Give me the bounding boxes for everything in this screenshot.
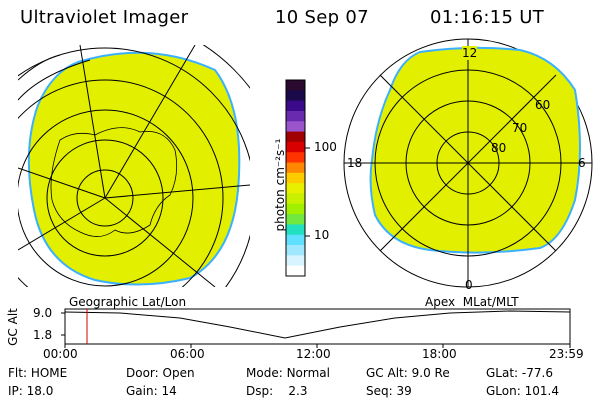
status-gain: Gain: 14 xyxy=(126,384,177,398)
altitude-xtick-0000: 00:00 xyxy=(43,347,78,361)
colorbar-segment xyxy=(286,183,305,195)
longitude-grid xyxy=(18,45,250,287)
colorbar-segment xyxy=(286,100,305,112)
colorbar-unit-label: photon cm⁻²s⁻¹ xyxy=(273,138,287,232)
status-dsp: Dsp: 2.3 xyxy=(246,384,308,398)
colorbar-segment xyxy=(286,245,305,256)
altitude-xtick-2359: 23:59 xyxy=(549,347,584,361)
colorbar-segment xyxy=(286,203,305,215)
altitude-xtick-1200: 12:00 xyxy=(296,347,331,361)
mlat-label-70: 70 xyxy=(512,121,528,135)
colorbar-segment xyxy=(286,80,305,91)
altitude-xtick-1800: 18:00 xyxy=(422,347,457,361)
latitude-grid xyxy=(18,45,250,287)
colorbar-segment xyxy=(286,162,305,174)
colorbar-segment xyxy=(286,131,305,143)
colorbar-segment xyxy=(286,214,305,226)
header-time: 01:16:15 UT xyxy=(430,7,545,28)
colorbar-segment xyxy=(286,255,305,267)
mlt-label-18: 18 xyxy=(347,156,363,170)
right-auroral-image xyxy=(369,46,581,254)
mlat-label-60: 60 xyxy=(535,98,551,112)
colorbar-segment xyxy=(286,193,305,205)
colorbar-segment xyxy=(286,224,305,236)
colorbar-tick-10: 10 xyxy=(314,228,330,242)
colorbar-tick-100: 100 xyxy=(314,140,337,154)
colorbar-segment xyxy=(286,90,305,102)
altitude-ylabel: GC Alt xyxy=(5,308,20,346)
instrument-title: Ultraviolet Imager xyxy=(20,7,189,28)
mlt-label-0: 0 xyxy=(465,278,473,292)
status-glat: GLat: -77.6 xyxy=(486,366,553,380)
right-panel-caption: Apex MLat/MLT xyxy=(425,295,519,309)
altitude-ytick-1-8: 1.8 xyxy=(33,328,53,342)
mlt-label-12: 12 xyxy=(462,46,478,60)
altitude-xtick-0600: 06:00 xyxy=(170,347,205,361)
status-flight: Flt: HOME xyxy=(8,366,68,380)
colorbar-segment xyxy=(286,172,305,184)
status-gc-alt: GC Alt: 9.0 Re xyxy=(366,366,450,380)
altitude-ytick-9: 9.0 xyxy=(33,306,53,320)
colorbar xyxy=(286,80,305,277)
left-auroral-image xyxy=(27,51,241,286)
left-panel-caption: Geographic Lat/Lon xyxy=(69,295,187,309)
altitude-curve xyxy=(64,310,571,339)
mlat-label-80: 80 xyxy=(491,141,507,155)
colorbar-segment xyxy=(286,141,305,153)
altitude-plot xyxy=(61,308,571,348)
header-date: 10 Sep 07 xyxy=(275,7,369,28)
status-ip: IP: 18.0 xyxy=(8,384,54,398)
coastline xyxy=(50,127,178,237)
magnetic-polar-plot xyxy=(343,38,593,288)
status-mode: Mode: Normal xyxy=(246,366,330,380)
colorbar-segment xyxy=(286,110,305,122)
colorbar-segment xyxy=(286,234,305,246)
colorbar-segment xyxy=(286,265,305,277)
colorbar-segment xyxy=(286,152,305,164)
colorbar-segment xyxy=(286,121,305,133)
mlt-label-6: 6 xyxy=(578,156,586,170)
status-seq: Seq: 39 xyxy=(366,384,412,398)
status-glon: GLon: 101.4 xyxy=(486,384,559,398)
geographic-map xyxy=(18,45,250,287)
status-door: Door: Open xyxy=(126,366,195,380)
